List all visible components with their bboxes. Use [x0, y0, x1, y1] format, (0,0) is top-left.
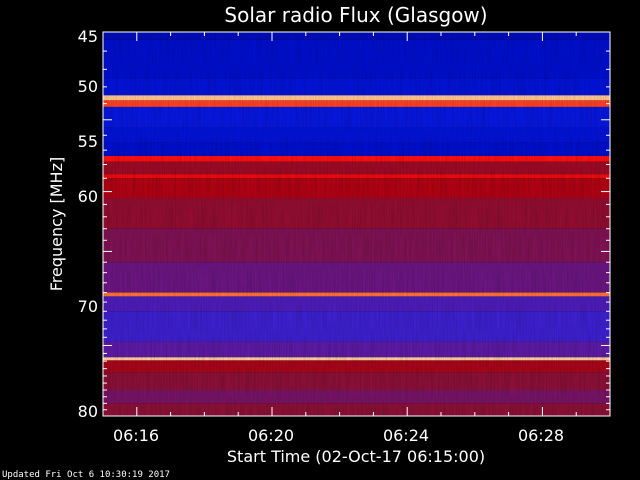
y-axis-label: Frequency [MHz] [47, 157, 66, 291]
x-tick-label-0628: 06:28 [518, 426, 564, 445]
y-tick-label-50: 50 [78, 77, 98, 96]
x-tick-label-0616: 06:16 [113, 426, 159, 445]
heatmap-texture [103, 32, 610, 416]
y-tick-label-60: 60 [78, 187, 98, 206]
x-tick-label-0620: 06:20 [248, 426, 294, 445]
y-tick-label-55: 55 [78, 132, 98, 151]
updated-timestamp: Updated Fri Oct 6 10:30:19 2017 [2, 470, 170, 480]
y-tick-label-70: 70 [78, 297, 98, 316]
axis-ticks [103, 31, 610, 417]
y-tick-label-80: 80 [78, 402, 98, 421]
plot-frame [102, 31, 611, 417]
y-tick-label-45: 45 [78, 27, 98, 46]
x-axis-label: Start Time (02-Oct-17 06:15:00) [227, 447, 485, 466]
x-tick-label-0624: 06:24 [383, 426, 429, 445]
chart-title: Solar radio Flux (Glasgow) [224, 3, 487, 27]
